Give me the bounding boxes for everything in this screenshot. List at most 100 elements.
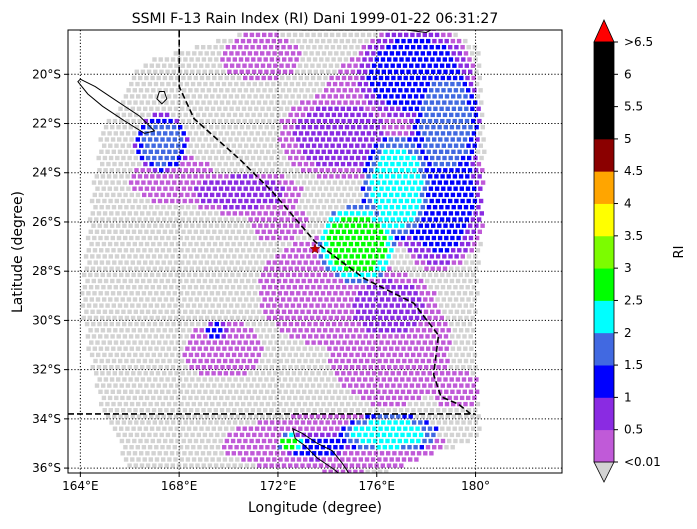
- rain-pixel: [449, 168, 454, 173]
- rain-pixel: [139, 143, 144, 148]
- rain-pixel: [163, 143, 169, 148]
- rain-pixel: [245, 266, 250, 271]
- rain-pixel: [195, 100, 200, 105]
- rain-pixel: [390, 426, 396, 431]
- rain-pixel: [420, 260, 426, 265]
- rain-pixel: [421, 328, 427, 333]
- rain-pixel: [132, 395, 137, 401]
- rain-pixel: [156, 272, 161, 278]
- rain-pixel: [286, 174, 291, 179]
- rain-pixel: [393, 112, 398, 118]
- rain-pixel: [317, 395, 323, 401]
- rain-pixel: [207, 198, 212, 204]
- rain-pixel: [241, 358, 246, 364]
- rain-pixel: [202, 266, 207, 271]
- rain-pixel: [305, 88, 310, 93]
- rain-pixel: [370, 235, 375, 241]
- rain-pixel: [439, 315, 444, 321]
- rain-pixel: [226, 463, 231, 468]
- rain-pixel: [197, 137, 202, 142]
- rain-pixel: [235, 303, 240, 308]
- rain-pixel: [470, 106, 475, 111]
- rain-pixel: [470, 161, 475, 167]
- rain-pixel: [327, 137, 332, 142]
- rain-pixel: [282, 377, 288, 382]
- rain-pixel: [185, 303, 191, 308]
- rain-pixel: [318, 198, 323, 204]
- rain-pixel: [215, 235, 220, 241]
- rain-pixel: [316, 63, 321, 68]
- rain-pixel: [422, 285, 427, 290]
- rain-pixel: [184, 69, 189, 74]
- rain-pixel: [351, 137, 357, 142]
- rain-pixel: [168, 229, 174, 234]
- rain-pixel: [202, 432, 208, 438]
- rain-pixel: [150, 75, 155, 81]
- rain-pixel: [389, 51, 395, 56]
- rain-pixel: [406, 278, 411, 284]
- rain-pixel: [122, 168, 127, 173]
- rain-pixel: [272, 414, 277, 419]
- rain-pixel: [429, 408, 435, 413]
- rain-pixel: [370, 291, 375, 296]
- rain-pixel: [110, 137, 116, 142]
- rain-pixel: [254, 161, 259, 167]
- rain-pixel: [89, 297, 94, 302]
- rain-pixel: [140, 112, 145, 118]
- rain-pixel: [308, 192, 314, 198]
- rain-pixel: [249, 241, 255, 247]
- rain-pixel: [285, 260, 290, 265]
- rain-pixel: [94, 217, 99, 222]
- rain-pixel: [218, 229, 223, 234]
- rain-pixel: [141, 389, 146, 394]
- rain-pixel: [418, 125, 424, 130]
- rain-pixel: [210, 457, 215, 462]
- rain-pixel: [380, 198, 385, 204]
- rain-pixel: [141, 137, 147, 142]
- rain-pixel: [284, 205, 290, 210]
- rain-pixel: [107, 395, 113, 401]
- rain-pixel: [290, 94, 295, 99]
- rain-pixel: [268, 143, 274, 148]
- rain-pixel: [388, 235, 393, 241]
- rain-pixel: [173, 260, 179, 265]
- rain-pixel: [400, 81, 406, 87]
- rain-pixel: [468, 432, 473, 438]
- rain-pixel: [98, 180, 103, 185]
- rain-pixel: [471, 229, 476, 234]
- rain-pixel: [119, 285, 125, 290]
- rain-pixel: [166, 346, 172, 351]
- rain-pixel: [187, 383, 192, 388]
- rain-pixel: [153, 69, 158, 74]
- rain-pixel: [251, 321, 256, 327]
- rain-pixel: [191, 248, 196, 253]
- rain-pixel: [267, 426, 272, 431]
- rain-pixel: [342, 32, 347, 38]
- rain-pixel: [217, 371, 222, 376]
- rain-pixel: [241, 94, 246, 99]
- rain-pixel: [464, 217, 469, 222]
- rain-pixel: [194, 340, 199, 345]
- rain-pixel: [145, 198, 150, 204]
- rain-pixel: [268, 88, 273, 93]
- rain-pixel: [297, 51, 302, 56]
- rain-pixel: [436, 211, 441, 216]
- rain-pixel: [430, 168, 436, 173]
- rain-pixel: [407, 346, 412, 351]
- rain-pixel: [169, 143, 175, 148]
- rain-pixel: [133, 352, 138, 358]
- rain-pixel: [270, 180, 276, 185]
- rain-pixel: [467, 365, 472, 370]
- colorbar-segment: [594, 42, 614, 75]
- rain-pixel: [445, 205, 450, 210]
- rain-pixel: [315, 414, 321, 419]
- rain-pixel: [459, 229, 464, 234]
- rain-pixel: [196, 278, 201, 284]
- rain-pixel: [245, 69, 251, 74]
- rain-pixel: [138, 131, 143, 136]
- rain-pixel: [322, 426, 328, 431]
- rain-pixel: [184, 125, 189, 130]
- rain-pixel: [348, 131, 353, 136]
- rain-pixel: [451, 149, 456, 154]
- rain-pixel: [311, 186, 316, 191]
